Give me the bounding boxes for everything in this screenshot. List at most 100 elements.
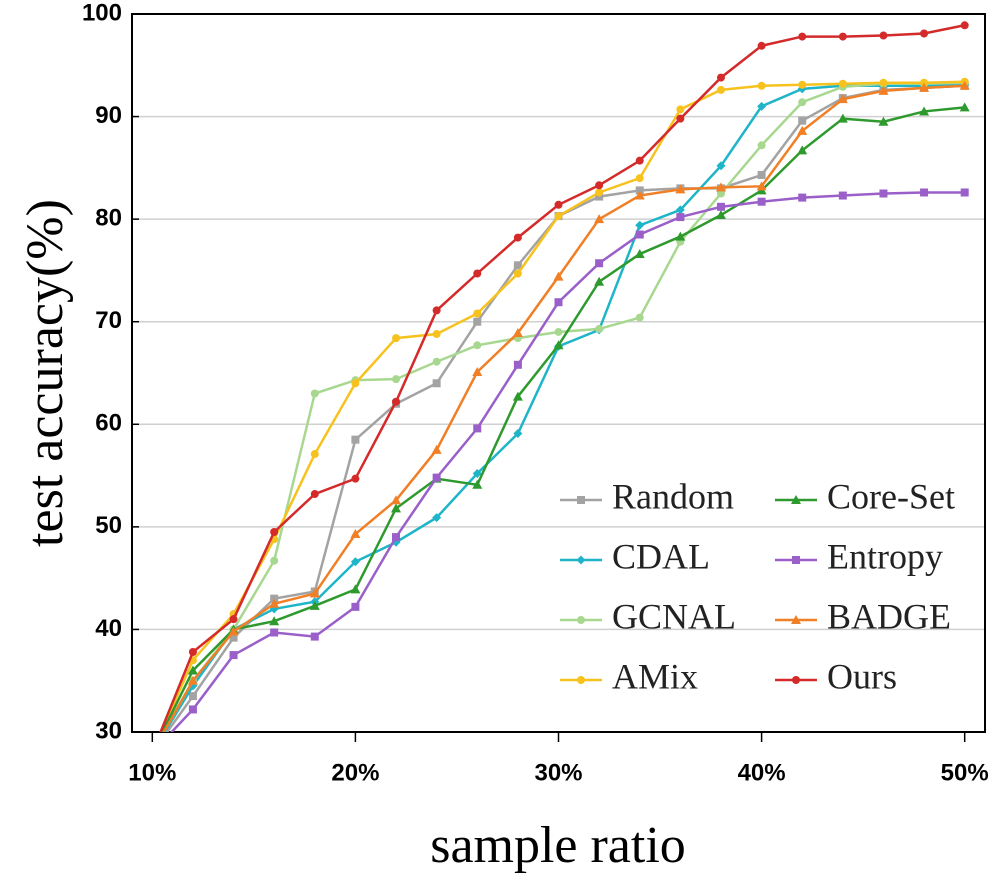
- data-point: [676, 213, 685, 222]
- data-point: [635, 313, 644, 322]
- data-point: [392, 533, 401, 542]
- data-point: [270, 628, 279, 637]
- data-point: [512, 327, 523, 337]
- data-point: [554, 212, 563, 221]
- data-point: [148, 748, 157, 757]
- legend-label: Random: [612, 476, 734, 516]
- data-point: [837, 113, 848, 123]
- legend-marker: [577, 616, 585, 624]
- data-point: [634, 190, 645, 200]
- x-tick-label: 10%: [128, 759, 176, 786]
- data-point: [513, 261, 522, 270]
- plot-frame: [131, 13, 986, 733]
- data-point: [431, 444, 442, 454]
- data-point: [270, 556, 279, 565]
- data-point: [960, 21, 969, 30]
- y-tick-label: 70: [95, 307, 122, 334]
- data-point: [473, 341, 482, 350]
- data-point: [351, 474, 360, 483]
- data-point: [473, 424, 482, 433]
- data-point: [675, 205, 685, 215]
- legend-label: Entropy: [827, 536, 943, 576]
- data-point: [920, 188, 929, 197]
- data-point: [270, 527, 279, 536]
- data-point: [757, 171, 766, 180]
- data-point: [392, 397, 401, 406]
- data-point: [310, 632, 319, 641]
- data-point: [554, 200, 563, 209]
- data-point: [798, 98, 807, 107]
- data-point: [757, 197, 766, 206]
- data-point: [553, 340, 564, 350]
- legend-marker: [577, 496, 585, 504]
- data-point: [595, 324, 604, 333]
- data-point: [432, 473, 441, 482]
- data-point: [187, 675, 198, 685]
- data-point: [757, 101, 767, 111]
- legend-marker: [792, 556, 800, 564]
- data-point: [309, 588, 320, 598]
- x-tick-label: 50%: [941, 759, 989, 786]
- legend-marker: [791, 495, 801, 504]
- data-point: [595, 181, 604, 190]
- data-point: [513, 360, 522, 369]
- data-point: [838, 79, 847, 88]
- data-point: [351, 379, 360, 388]
- data-point: [351, 435, 360, 444]
- data-point: [594, 214, 605, 224]
- data-point: [757, 81, 766, 90]
- data-point: [350, 584, 361, 594]
- data-point: [187, 665, 198, 675]
- data-point: [675, 184, 686, 194]
- data-point: [350, 529, 361, 539]
- data-point: [879, 78, 888, 87]
- data-point: [715, 210, 726, 220]
- data-point: [148, 749, 156, 757]
- data-point: [757, 41, 766, 50]
- series-line: [165, 84, 965, 732]
- data-point: [756, 181, 767, 191]
- data-point: [798, 80, 807, 89]
- legend-label: CDAL: [612, 536, 710, 576]
- x-tick-label: 30%: [534, 759, 582, 786]
- legend-label: Core-Set: [827, 476, 955, 516]
- data-point: [432, 379, 441, 388]
- data-point: [554, 327, 563, 336]
- legend-marker: [576, 555, 586, 565]
- data-point: [432, 513, 442, 523]
- data-point: [472, 366, 483, 376]
- data-point: [310, 450, 319, 459]
- data-point: [798, 193, 807, 202]
- data-point: [147, 748, 157, 757]
- data-point: [512, 391, 523, 401]
- legend-marker: [792, 676, 800, 684]
- data-point: [878, 116, 889, 126]
- x-tick-label: 40%: [738, 759, 786, 786]
- data-point: [229, 651, 238, 660]
- data-point: [959, 102, 970, 112]
- data-point: [676, 105, 685, 114]
- data-point: [919, 106, 930, 116]
- data-point: [553, 271, 564, 281]
- data-point: [594, 276, 605, 286]
- y-axis-title: test accuracy(%): [17, 199, 74, 547]
- data-point: [878, 85, 889, 95]
- data-point: [635, 174, 644, 183]
- data-point: [310, 490, 319, 499]
- legend-marker: [577, 676, 585, 684]
- data-point: [716, 85, 725, 94]
- y-tick-label: 30: [95, 717, 122, 744]
- data-point: [797, 145, 808, 155]
- data-point: [148, 749, 156, 757]
- data-point: [309, 600, 320, 610]
- data-point: [879, 189, 888, 198]
- data-point: [838, 191, 847, 200]
- data-point: [432, 306, 441, 315]
- data-point: [595, 188, 604, 197]
- data-point: [228, 626, 239, 636]
- data-point: [513, 269, 522, 278]
- x-axis-title: sample ratio: [430, 817, 686, 874]
- legend-label: BADGE: [827, 596, 951, 636]
- plot-area: [147, 21, 970, 757]
